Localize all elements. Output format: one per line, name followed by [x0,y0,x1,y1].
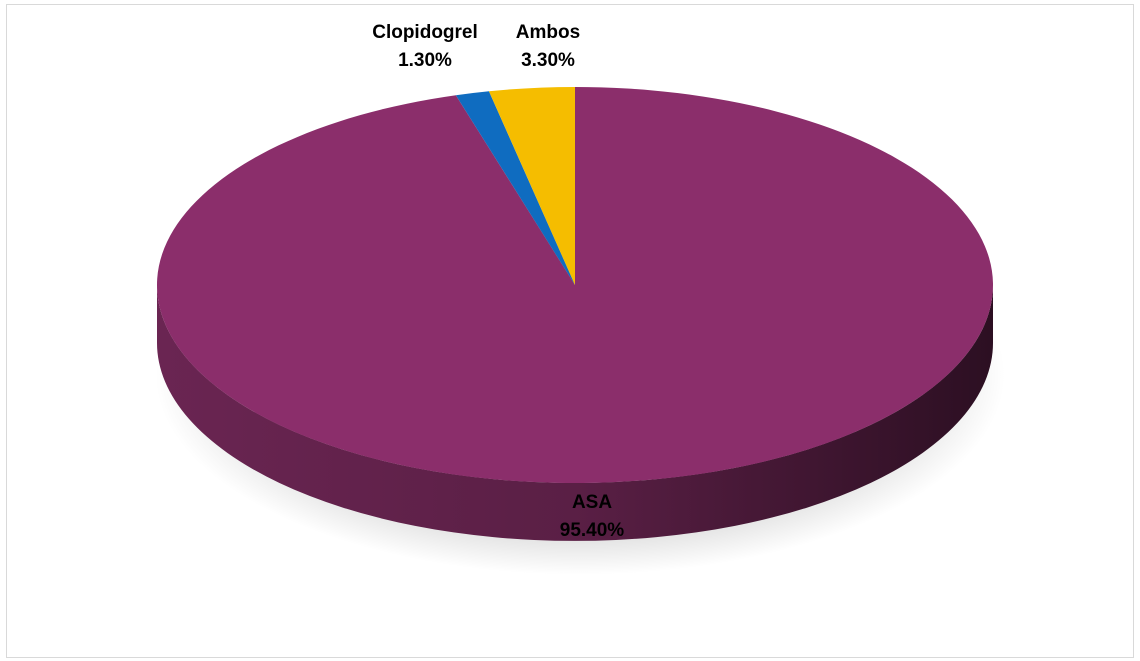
data-label-value-ambos: 3.30% [521,50,575,71]
data-label-value-clopidogrel: 1.30% [398,50,452,71]
data-label-value-asa: 95.40% [560,520,625,541]
data-label-category-ambos: Ambos [516,22,580,43]
pie-slice-clopidogrel [455,91,575,285]
pie-side [157,285,993,541]
pie-labels: ASA 95.40% Clopidogrel 1.30% Ambos 3.30% [372,22,624,541]
pie-side-wall [157,285,993,541]
pie-top [157,87,994,484]
pie-slice-ambos [488,87,575,285]
data-label-category-asa: ASA [572,492,612,513]
data-label-category-clopidogrel: Clopidogrel [372,22,478,43]
